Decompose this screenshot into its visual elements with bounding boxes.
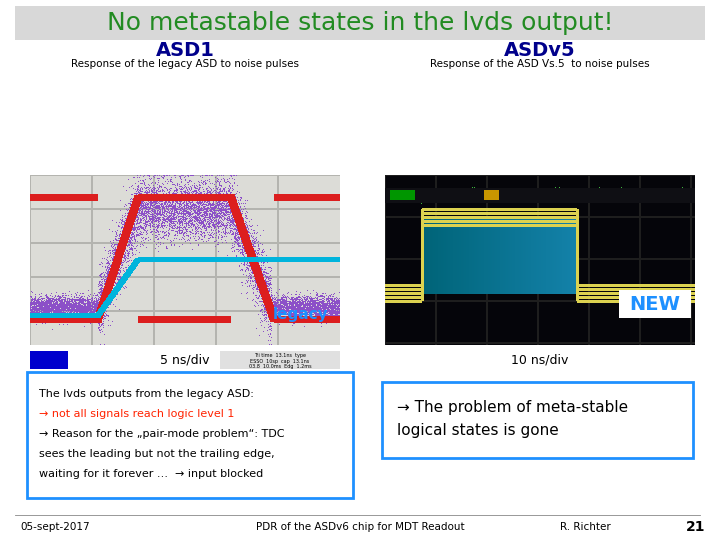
Text: waiting for it forever …  → input blocked: waiting for it forever … → input blocked xyxy=(39,469,264,479)
Text: ASD1: ASD1 xyxy=(156,40,215,59)
Text: → Reason for the „pair-mode problem“: TDC: → Reason for the „pair-mode problem“: TD… xyxy=(39,429,284,439)
FancyBboxPatch shape xyxy=(15,6,705,40)
FancyBboxPatch shape xyxy=(619,290,691,318)
Text: NEW: NEW xyxy=(629,294,680,314)
Text: ASDv5: ASDv5 xyxy=(504,40,576,59)
Text: logical states is gone: logical states is gone xyxy=(397,423,559,438)
Text: PDR of the ASDv6 chip for MDT Readout: PDR of the ASDv6 chip for MDT Readout xyxy=(256,522,464,532)
FancyBboxPatch shape xyxy=(30,351,68,369)
Text: The lvds outputs from the legacy ASD:: The lvds outputs from the legacy ASD: xyxy=(39,389,254,399)
FancyBboxPatch shape xyxy=(27,372,353,498)
FancyBboxPatch shape xyxy=(382,382,693,458)
Text: 21: 21 xyxy=(685,520,705,534)
Text: sees the leading but not the trailing edge,: sees the leading but not the trailing ed… xyxy=(39,449,274,459)
Text: 10 ns/div: 10 ns/div xyxy=(511,354,569,367)
Text: No metastable states in the lvds output!: No metastable states in the lvds output! xyxy=(107,11,613,35)
Text: → The problem of meta-stable: → The problem of meta-stable xyxy=(397,400,628,415)
Text: → not all signals reach logic level 1: → not all signals reach logic level 1 xyxy=(39,409,235,419)
Text: Response of the ASD Vs.5  to noise pulses: Response of the ASD Vs.5 to noise pulses xyxy=(430,59,650,69)
Text: Tri time  13.1ns  type
ESSO  10sp  cap  13.1ns
03.8  10.0ms  Edg  1.2ms: Tri time 13.1ns type ESSO 10sp cap 13.1n… xyxy=(248,353,311,369)
Text: 5 ns/div: 5 ns/div xyxy=(161,354,210,367)
Text: R. Richter: R. Richter xyxy=(560,522,611,532)
FancyBboxPatch shape xyxy=(220,351,340,369)
Text: Response of the legacy ASD to noise pulses: Response of the legacy ASD to noise puls… xyxy=(71,59,299,69)
Text: 05-sept-2017: 05-sept-2017 xyxy=(20,522,89,532)
Text: legacy: legacy xyxy=(272,307,328,322)
